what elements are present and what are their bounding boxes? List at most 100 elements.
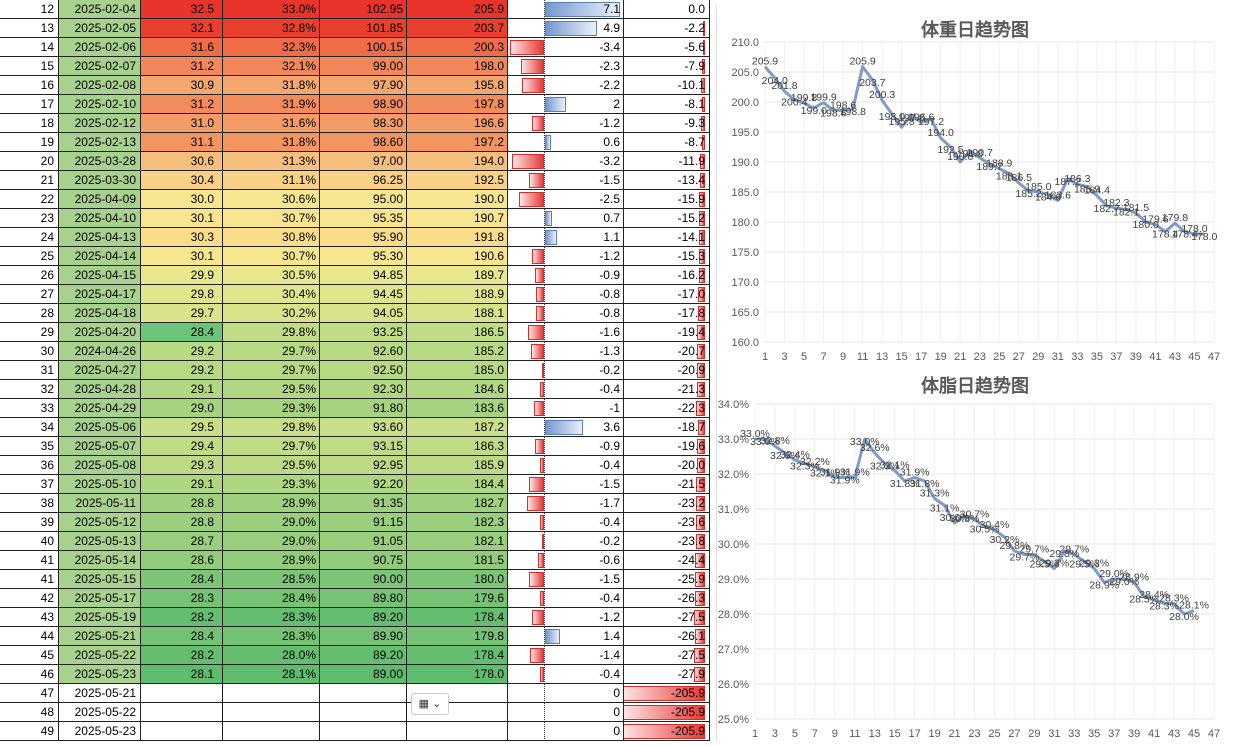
body-fat-value-cell[interactable]: 31.6 bbox=[141, 38, 223, 57]
negative-change-bar-cell[interactable] bbox=[508, 247, 545, 266]
body-fat-value-cell[interactable]: 31.1 bbox=[141, 133, 223, 152]
row-number-cell[interactable]: 41 bbox=[0, 570, 59, 589]
negative-change-bar-cell[interactable] bbox=[508, 209, 545, 228]
total-change-cell[interactable]: -25.9 bbox=[624, 570, 710, 589]
date-cell[interactable]: 2025-02-07 bbox=[59, 57, 141, 76]
table-row[interactable]: 49 2025-05-23 0 -205.9 bbox=[0, 722, 710, 741]
total-change-cell[interactable]: -7.9 bbox=[624, 57, 710, 76]
date-cell[interactable]: 2025-04-29 bbox=[59, 399, 141, 418]
weight-kg-cell[interactable] bbox=[320, 722, 407, 741]
daily-change-cell[interactable]: -0.9 bbox=[545, 437, 624, 456]
weight-jin-cell[interactable]: 185.0 bbox=[407, 361, 508, 380]
daily-change-cell[interactable]: -0.4 bbox=[545, 589, 624, 608]
date-cell[interactable]: 2025-05-15 bbox=[59, 570, 141, 589]
daily-change-cell[interactable]: -1.5 bbox=[545, 171, 624, 190]
table-row[interactable]: 46 2025-05-23 28.1 28.1% 89.00 178.0 -0.4 -27.9 bbox=[0, 665, 710, 684]
table-row[interactable]: 33 2025-04-29 29.0 29.3% 91.80 183.6 -1 -22.3 bbox=[0, 399, 710, 418]
daily-change-cell[interactable]: -1.2 bbox=[545, 114, 624, 133]
date-cell[interactable]: 2025-05-11 bbox=[59, 494, 141, 513]
daily-change-cell[interactable]: -0.4 bbox=[545, 380, 624, 399]
row-number-cell[interactable]: 34 bbox=[0, 418, 59, 437]
total-change-cell[interactable]: -15.2 bbox=[624, 209, 710, 228]
body-fat-percent-cell[interactable]: 30.7% bbox=[223, 209, 320, 228]
daily-change-cell[interactable]: 1.4 bbox=[545, 627, 624, 646]
body-fat-value-cell[interactable]: 29.1 bbox=[141, 475, 223, 494]
body-fat-value-cell[interactable] bbox=[141, 703, 223, 722]
daily-change-cell[interactable]: -0.8 bbox=[545, 304, 624, 323]
daily-change-cell[interactable]: -1.4 bbox=[545, 646, 624, 665]
weight-jin-cell[interactable]: 197.8 bbox=[407, 95, 508, 114]
daily-change-cell[interactable]: 0 bbox=[545, 684, 624, 703]
negative-change-bar-cell[interactable] bbox=[508, 494, 545, 513]
weight-jin-cell[interactable]: 186.3 bbox=[407, 437, 508, 456]
body-fat-value-cell[interactable]: 31.2 bbox=[141, 95, 223, 114]
table-row[interactable]: 47 2025-05-21 0 -205.9 bbox=[0, 684, 710, 703]
total-change-cell[interactable]: -17.0 bbox=[624, 285, 710, 304]
weight-jin-cell[interactable]: 178.4 bbox=[407, 646, 508, 665]
weight-jin-cell[interactable]: 184.4 bbox=[407, 475, 508, 494]
body-fat-value-cell[interactable]: 32.1 bbox=[141, 19, 223, 38]
body-fat-percent-cell[interactable]: 30.2% bbox=[223, 304, 320, 323]
weight-jin-cell[interactable]: 182.7 bbox=[407, 494, 508, 513]
weight-kg-cell[interactable]: 93.15 bbox=[320, 437, 407, 456]
body-fat-percent-cell[interactable]: 29.3% bbox=[223, 475, 320, 494]
body-fat-percent-cell[interactable]: 31.8% bbox=[223, 76, 320, 95]
total-change-cell[interactable]: -21.5 bbox=[624, 475, 710, 494]
table-row[interactable]: 18 2025-02-12 31.0 31.6% 98.30 196.6 -1.2 -9.3 bbox=[0, 114, 710, 133]
weight-jin-cell[interactable]: 178.0 bbox=[407, 665, 508, 684]
daily-change-cell[interactable]: -3.4 bbox=[545, 38, 624, 57]
daily-change-cell[interactable]: -1 bbox=[545, 399, 624, 418]
weight-kg-cell[interactable]: 89.90 bbox=[320, 627, 407, 646]
body-fat-percent-cell[interactable]: 30.8% bbox=[223, 228, 320, 247]
negative-change-bar-cell[interactable] bbox=[508, 608, 545, 627]
row-number-cell[interactable]: 28 bbox=[0, 304, 59, 323]
daily-change-cell[interactable]: -0.9 bbox=[545, 266, 624, 285]
total-change-cell[interactable]: -205.9 bbox=[624, 703, 710, 722]
weight-kg-cell[interactable]: 97.00 bbox=[320, 152, 407, 171]
row-number-cell[interactable]: 20 bbox=[0, 152, 59, 171]
body-fat-percent-cell[interactable]: 29.5% bbox=[223, 456, 320, 475]
weight-kg-cell[interactable]: 102.95 bbox=[320, 0, 407, 19]
body-fat-percent-cell[interactable]: 28.4% bbox=[223, 589, 320, 608]
body-fat-percent-cell[interactable]: 30.4% bbox=[223, 285, 320, 304]
daily-change-cell[interactable]: 0 bbox=[545, 703, 624, 722]
body-fat-percent-cell[interactable]: 32.1% bbox=[223, 57, 320, 76]
negative-change-bar-cell[interactable] bbox=[508, 190, 545, 209]
weight-kg-cell[interactable]: 90.75 bbox=[320, 551, 407, 570]
weight-jin-cell[interactable]: 203.7 bbox=[407, 19, 508, 38]
total-change-cell[interactable]: -14.1 bbox=[624, 228, 710, 247]
table-row[interactable]: 28 2025-04-18 29.7 30.2% 94.05 188.1 -0.8 -17.8 bbox=[0, 304, 710, 323]
negative-change-bar-cell[interactable] bbox=[508, 228, 545, 247]
total-change-cell[interactable]: -8.1 bbox=[624, 95, 710, 114]
body-fat-value-cell[interactable]: 28.4 bbox=[141, 570, 223, 589]
date-cell[interactable]: 2025-05-23 bbox=[59, 722, 141, 741]
date-cell[interactable]: 2025-04-15 bbox=[59, 266, 141, 285]
weight-kg-cell[interactable]: 91.80 bbox=[320, 399, 407, 418]
negative-change-bar-cell[interactable] bbox=[508, 627, 545, 646]
body-fat-value-cell[interactable]: 29.9 bbox=[141, 266, 223, 285]
body-fat-percent-cell[interactable]: 28.3% bbox=[223, 627, 320, 646]
date-cell[interactable]: 2025-02-08 bbox=[59, 76, 141, 95]
daily-change-cell[interactable]: -0.4 bbox=[545, 456, 624, 475]
body-fat-percent-cell[interactable]: 31.9% bbox=[223, 95, 320, 114]
body-fat-value-cell[interactable]: 30.9 bbox=[141, 76, 223, 95]
table-row[interactable]: 24 2025-04-13 30.3 30.8% 95.90 191.8 1.1 -14.1 bbox=[0, 228, 710, 247]
row-number-cell[interactable]: 43 bbox=[0, 608, 59, 627]
date-cell[interactable]: 2025-05-10 bbox=[59, 475, 141, 494]
total-change-cell[interactable]: -27.5 bbox=[624, 646, 710, 665]
table-row[interactable]: 43 2025-05-19 28.2 28.3% 89.20 178.4 -1.2 -27.5 bbox=[0, 608, 710, 627]
weight-kg-cell[interactable]: 89.80 bbox=[320, 589, 407, 608]
body-fat-value-cell[interactable]: 29.2 bbox=[141, 361, 223, 380]
row-number-cell[interactable]: 19 bbox=[0, 133, 59, 152]
date-cell[interactable]: 2025-02-05 bbox=[59, 19, 141, 38]
row-number-cell[interactable]: 22 bbox=[0, 190, 59, 209]
weight-kg-cell[interactable]: 94.45 bbox=[320, 285, 407, 304]
date-cell[interactable]: 2025-02-06 bbox=[59, 38, 141, 57]
daily-change-cell[interactable]: 0.7 bbox=[545, 209, 624, 228]
total-change-cell[interactable]: -19.4 bbox=[624, 323, 710, 342]
negative-change-bar-cell[interactable] bbox=[508, 589, 545, 608]
body-fat-percent-cell[interactable]: 29.7% bbox=[223, 437, 320, 456]
weight-kg-cell[interactable]: 91.05 bbox=[320, 532, 407, 551]
body-fat-value-cell[interactable]: 28.2 bbox=[141, 646, 223, 665]
body-fat-percent-cell[interactable]: 31.1% bbox=[223, 171, 320, 190]
